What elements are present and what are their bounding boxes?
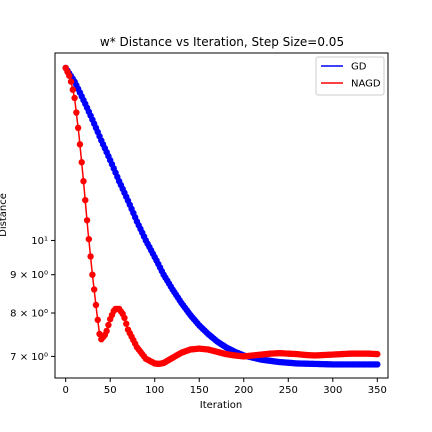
data-point-nagd: [94, 316, 101, 324]
y-axis: 7 × 10⁰ 8 × 10⁰ 9 × 10⁰ 10¹: [10, 236, 55, 363]
data-point-nagd: [89, 271, 96, 278]
data-point-nagd: [69, 86, 77, 93]
data-point-nagd: [71, 94, 78, 102]
data-point-nagd: [103, 327, 110, 335]
x-tick-label: 200: [234, 385, 253, 396]
data-point-nagd: [74, 124, 82, 132]
data-point-nagd: [374, 350, 381, 358]
x-tick-label: 300: [323, 385, 342, 396]
data-point-nagd: [87, 253, 94, 260]
data-point-nagd: [105, 321, 112, 329]
data-point-nagd: [66, 72, 73, 79]
y-tick-label: 7 × 10⁰: [10, 352, 48, 363]
data-point-nagd: [83, 217, 91, 224]
series-markers-nagd: [62, 64, 381, 368]
x-axis: 0 50 100 150 200 250 300 350: [62, 378, 387, 396]
data-point-nagd: [121, 314, 128, 322]
data-point-nagd: [76, 141, 84, 148]
y-tick-label: 9 × 10⁰: [10, 270, 48, 281]
data-point-nagd: [85, 235, 93, 243]
chart-title: w* Distance vs Iteration, Step Size=0.05: [100, 35, 344, 49]
series-nagd: [62, 64, 381, 368]
data-point-gd: [374, 361, 381, 368]
data-point-nagd: [90, 286, 98, 293]
data-point-nagd: [82, 196, 89, 204]
x-tick-label: 100: [145, 385, 164, 396]
y-tick-label: 8 × 10⁰: [10, 308, 48, 319]
data-point-nagd: [80, 177, 87, 185]
x-tick-label: 50: [104, 385, 117, 396]
legend: GD NAGD: [315, 56, 385, 96]
data-point-nagd: [123, 320, 130, 327]
x-axis-title: Iteration: [200, 400, 242, 411]
x-tick-label: 350: [368, 385, 387, 396]
legend-label-nagd: NAGD: [351, 79, 381, 90]
x-tick-label: 0: [62, 385, 68, 396]
data-point-nagd: [78, 159, 85, 166]
x-tick-label: 250: [279, 385, 298, 396]
legend-label-gd: GD: [351, 62, 367, 73]
y-axis-title: Distance: [0, 193, 9, 237]
y-tick-label: 10¹: [31, 236, 48, 247]
x-tick-label: 150: [190, 385, 209, 396]
data-point-nagd: [73, 109, 80, 116]
series-layer: [62, 64, 381, 368]
data-point-nagd: [67, 78, 75, 85]
data-point-nagd: [92, 301, 100, 309]
